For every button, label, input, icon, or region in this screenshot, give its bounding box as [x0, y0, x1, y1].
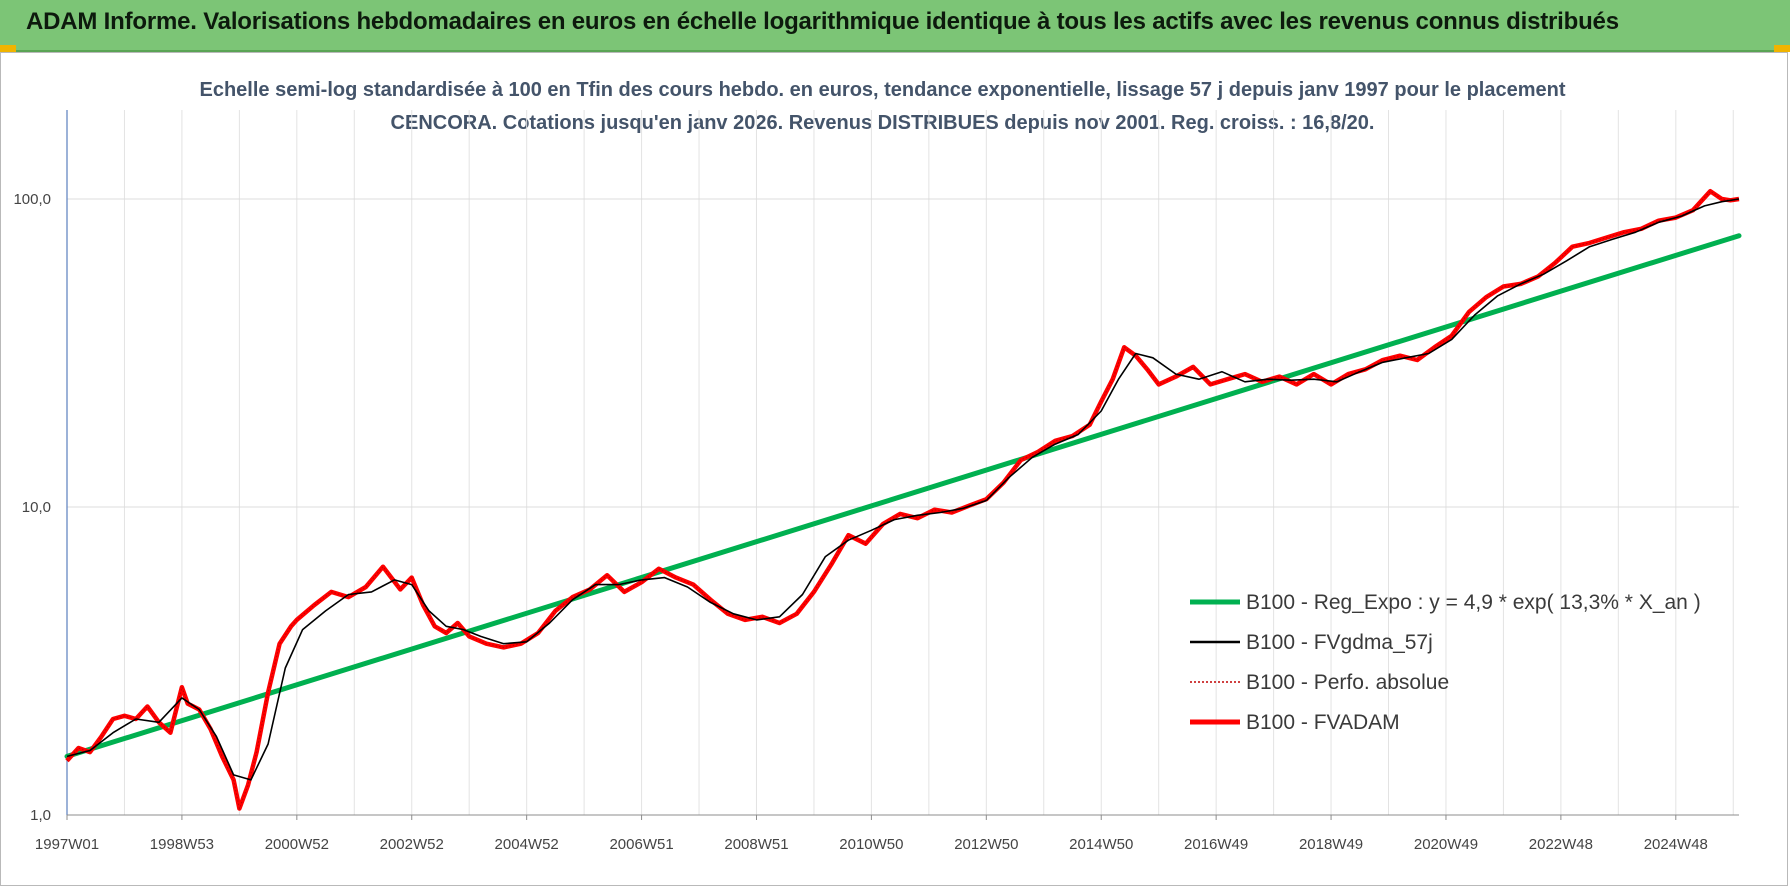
page-title: ADAM Informe. Valorisations hebdomadaire… [26, 8, 1619, 35]
x-tick-label: 2002W52 [380, 836, 444, 853]
legend-item-fvgdma-label: B100 - FVgdma_57j [1246, 631, 1433, 654]
x-tick-label: 1997W01 [35, 836, 99, 853]
chart-title: Echelle semi-log standardisée à 100 en T… [199, 79, 1566, 134]
y-tick-label: 1,0 [30, 807, 51, 824]
legend-item-fvadam-label: B100 - FVADAM [1246, 711, 1400, 734]
y-tick-label: 10,0 [22, 499, 51, 516]
legend-item-reg-expo-label: B100 - Reg_Expo : y = 4,9 * exp( 13,3% *… [1246, 591, 1701, 614]
y-tick-label: 100,0 [13, 191, 51, 208]
title-banner: ADAM Informe. Valorisations hebdomadaire… [0, 0, 1790, 52]
axes: 1,0 10,0 100,0 1997W01 1998W53 2000W52 2002W52… [13, 110, 1739, 853]
x-tick-label: 1998W53 [150, 836, 214, 853]
x-tick-label: 2016W49 [1184, 836, 1248, 853]
series-layer [64, 188, 1742, 811]
corner-marker [0, 45, 16, 52]
x-tick-label: 2020W49 [1414, 836, 1478, 853]
x-tick-label: 2012W50 [954, 836, 1018, 853]
series-line-fvadam [65, 188, 1740, 811]
chart-frame [0, 52, 1788, 886]
x-tick-label: 2000W52 [265, 836, 329, 853]
x-tick-label: 2018W49 [1299, 836, 1363, 853]
grid [66, 110, 1739, 816]
x-tick-label: 2006W51 [609, 836, 673, 853]
x-tick-label: 2022W48 [1529, 836, 1593, 853]
x-tick-label: 2014W50 [1069, 836, 1133, 853]
legend-item-perfo-absolue-label: B100 - Perfo. absolue [1246, 671, 1449, 694]
series-line-perfo-absolue [66, 190, 1740, 811]
series-line-fvgdma [66, 198, 1740, 781]
series-line-reg-expo [64, 233, 1742, 759]
corner-marker [1774, 45, 1790, 52]
x-tick-label: 2008W51 [724, 836, 788, 853]
legend: B100 - Reg_Expo : y = 4,9 * exp( 13,3% *… [1190, 591, 1701, 734]
x-tick-label: 2004W52 [495, 836, 559, 853]
x-tick-label: 2024W48 [1644, 836, 1708, 853]
x-tick-label: 2010W50 [839, 836, 903, 853]
